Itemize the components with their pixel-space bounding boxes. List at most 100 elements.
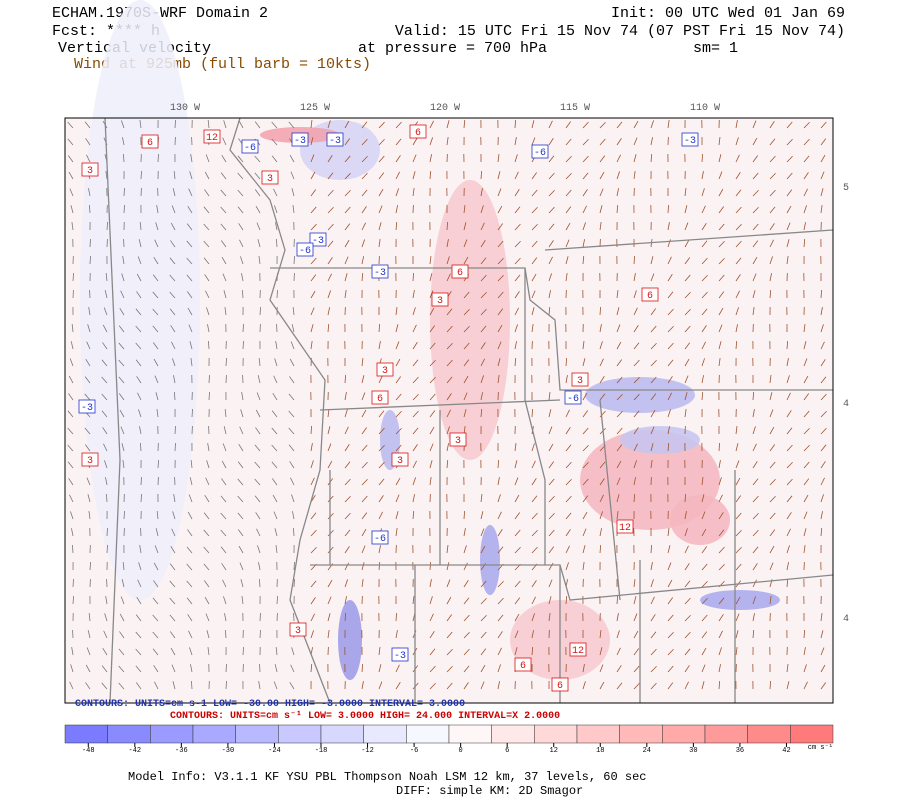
wind-barb (344, 189, 351, 197)
wind-barb (186, 563, 193, 571)
wind-barb (548, 409, 552, 418)
wind-barb (84, 121, 91, 129)
wind-barb (378, 545, 381, 554)
wind-barb (258, 562, 261, 571)
wind-barb (139, 120, 142, 129)
wind-barb (310, 663, 313, 673)
wind-barb (684, 392, 688, 401)
wind-barb (497, 529, 503, 537)
wind-barb (820, 444, 827, 452)
wind-barb (514, 137, 517, 146)
wind-barb (241, 392, 244, 401)
contour-label-box (261, 170, 279, 185)
wind-barb (497, 459, 499, 469)
wind-barb (735, 546, 742, 554)
wind-barb (361, 681, 364, 690)
wind-barb (85, 664, 91, 673)
wind-barb (718, 137, 721, 146)
wind-barb (548, 478, 555, 486)
wind-barb (429, 120, 434, 129)
wind-barb (310, 223, 317, 231)
contour-label: 6 (520, 661, 526, 672)
wind-barb (429, 613, 434, 622)
contour-label: 3 (295, 626, 301, 637)
wind-barb (344, 495, 351, 503)
wind-barb (67, 155, 74, 163)
wind-barb (237, 461, 244, 469)
wind-barb (186, 580, 193, 588)
wind-barb (220, 546, 227, 554)
wind-barb (344, 478, 351, 486)
wind-barb (786, 495, 793, 503)
wind-barb (118, 325, 125, 333)
wind-barb (327, 426, 331, 435)
wind-barb (582, 138, 589, 146)
wind-barb (310, 630, 314, 639)
wind-barb (135, 614, 142, 622)
wind-barb (752, 596, 756, 605)
wind-barb (633, 410, 640, 418)
wind-barb (616, 393, 623, 401)
wind-barb (667, 256, 672, 265)
wind-barb (169, 563, 176, 571)
wind-barb (497, 205, 503, 214)
wind-barb (412, 307, 416, 316)
wind-barb (786, 358, 789, 367)
wind-barb (223, 596, 227, 605)
wind-barb (582, 545, 586, 554)
wind-barb (548, 138, 554, 146)
wind-barb (565, 206, 572, 214)
lon-label: 125 W (300, 103, 330, 114)
contour-label-box (81, 452, 99, 467)
wind-barb (172, 511, 176, 520)
wind-barb (599, 358, 604, 367)
wind-barb (752, 409, 755, 418)
wind-barb (136, 596, 142, 605)
wind-barb (237, 155, 244, 163)
wind-barb (803, 238, 806, 248)
wind-barb (207, 120, 210, 129)
wind-barb (582, 392, 588, 401)
wind-barb (565, 495, 572, 503)
wind-barb (310, 597, 316, 605)
wind-barb (582, 341, 585, 350)
wind-barb (254, 172, 261, 180)
wind-barb (225, 663, 227, 673)
wind-barb (616, 376, 623, 384)
wind-barb (616, 154, 621, 163)
wind-barb (378, 375, 383, 384)
wind-barb (207, 324, 210, 333)
wind-barb (701, 274, 708, 282)
wind-barb (820, 511, 823, 520)
contour-label-box (449, 432, 467, 447)
wind-barb (514, 171, 519, 180)
wind-barb (118, 359, 125, 367)
wind-barb (820, 205, 823, 214)
wind-barb (565, 138, 572, 146)
wind-barb (67, 427, 74, 435)
wind-barb (155, 222, 159, 231)
wind-barb (701, 240, 708, 248)
wind-barb (237, 172, 244, 180)
wind-barb (582, 681, 586, 690)
wind-barb (241, 273, 244, 282)
wind-barb (769, 289, 772, 299)
wind-barb (514, 494, 520, 503)
contour-label-box (326, 132, 344, 147)
wind-barb (274, 664, 278, 673)
wind-barb (258, 358, 261, 367)
wind-barb (718, 291, 725, 299)
wind-barb (172, 681, 176, 690)
contour-label-box (391, 452, 409, 467)
wind-barb (769, 461, 776, 469)
wind-barb (701, 358, 705, 367)
wind-barb (137, 392, 142, 401)
wind-barb (582, 427, 589, 435)
colorbar-tick-label: -12 (361, 747, 374, 755)
wind-barb (735, 426, 738, 435)
wind-barb (531, 240, 538, 248)
wind-barb (633, 648, 640, 656)
wind-barb (684, 358, 690, 367)
wind-barb (735, 154, 740, 163)
wind-barb (752, 579, 757, 588)
